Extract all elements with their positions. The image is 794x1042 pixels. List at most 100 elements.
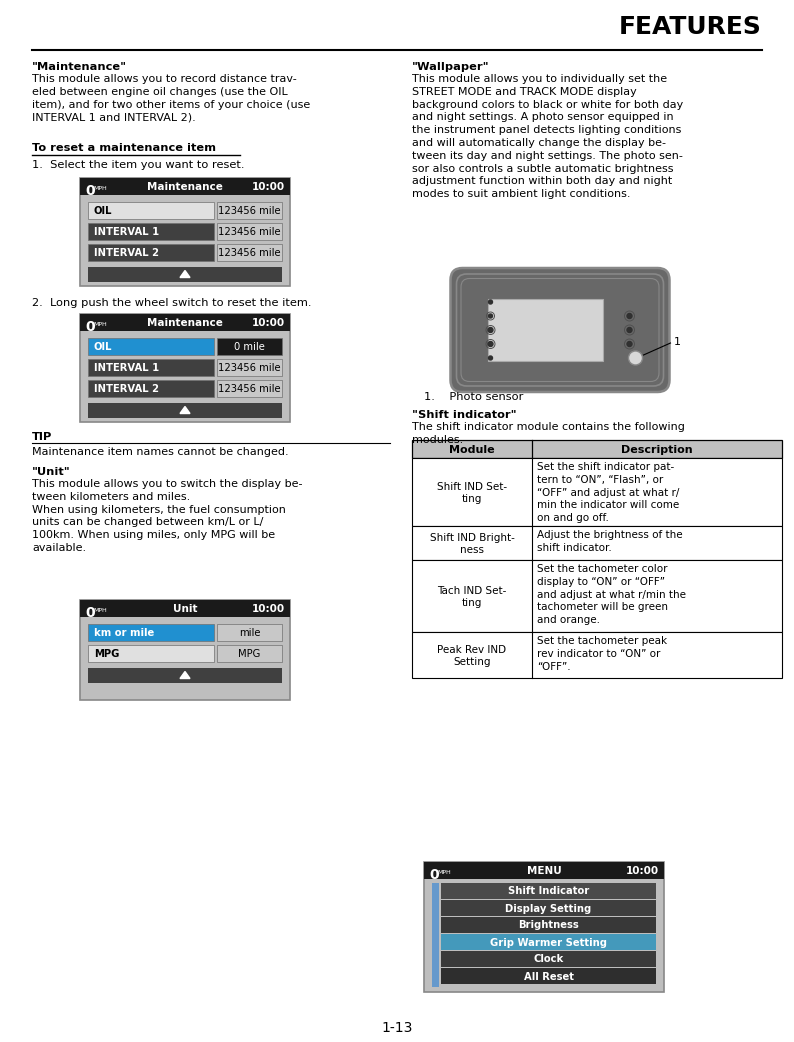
Text: FEATURES: FEATURES — [619, 15, 762, 39]
Text: MPH: MPH — [93, 185, 106, 191]
Bar — [80, 314, 290, 422]
Circle shape — [627, 342, 632, 347]
Bar — [88, 380, 214, 397]
Text: OIL: OIL — [94, 206, 113, 216]
Text: All Reset: All Reset — [523, 971, 573, 982]
Text: INTERVAL 2: INTERVAL 2 — [94, 384, 159, 394]
Text: Brightness: Brightness — [518, 920, 579, 931]
Polygon shape — [180, 671, 190, 678]
Text: Display Setting: Display Setting — [505, 903, 592, 914]
Text: km or mile: km or mile — [94, 628, 154, 638]
Bar — [88, 668, 282, 683]
Text: "Shift indicator": "Shift indicator" — [412, 410, 517, 420]
Text: TIP: TIP — [32, 432, 52, 442]
Text: 123456 mile: 123456 mile — [218, 363, 281, 373]
Text: mile: mile — [239, 628, 260, 638]
Circle shape — [488, 327, 493, 332]
Text: "Maintenance": "Maintenance" — [32, 63, 127, 72]
Text: 10:00: 10:00 — [252, 318, 285, 327]
Bar — [217, 624, 282, 641]
Polygon shape — [180, 406, 190, 414]
Bar — [80, 600, 290, 700]
Text: This module allows you to individually set the
STREET MODE and TRACK MODE displa: This module allows you to individually s… — [412, 74, 684, 199]
Text: Tach IND Set-
ting: Tach IND Set- ting — [437, 586, 507, 609]
Text: Shift IND Set-
ting: Shift IND Set- ting — [437, 481, 507, 504]
Bar — [217, 338, 282, 355]
Text: 1.    Photo sensor: 1. Photo sensor — [424, 392, 523, 402]
Text: 1-13: 1-13 — [381, 1021, 413, 1035]
Text: Adjust the brightness of the
shift indicator.: Adjust the brightness of the shift indic… — [537, 530, 683, 553]
Text: INTERVAL 1: INTERVAL 1 — [94, 227, 160, 237]
Circle shape — [627, 314, 632, 319]
Bar — [441, 917, 656, 933]
Bar — [88, 244, 214, 260]
Text: Set the shift indicator pat-
tern to “ON”, “Flash”, or
“OFF” and adjust at what : Set the shift indicator pat- tern to “ON… — [537, 462, 680, 523]
Circle shape — [627, 327, 632, 332]
Bar — [412, 458, 782, 526]
Text: 10:00: 10:00 — [252, 181, 285, 192]
Text: 2.  Long push the wheel switch to reset the item.: 2. Long push the wheel switch to reset t… — [32, 298, 311, 308]
Text: MPH: MPH — [437, 869, 451, 874]
Bar — [412, 560, 782, 632]
Text: Maintenance: Maintenance — [147, 181, 223, 192]
Circle shape — [488, 314, 492, 318]
Circle shape — [488, 300, 492, 304]
Text: "Unit": "Unit" — [32, 467, 71, 477]
Text: Grip Warmer Setting: Grip Warmer Setting — [490, 938, 607, 947]
Text: This module allows you to record distance trav-
eled between engine oil changes : This module allows you to record distanc… — [32, 74, 310, 122]
Text: 1: 1 — [673, 337, 680, 347]
Text: Unit: Unit — [173, 603, 197, 614]
Bar — [412, 526, 782, 560]
Bar — [88, 624, 214, 641]
Bar — [441, 968, 656, 984]
Text: Set the tachometer color
display to “ON” or “OFF”
and adjust at what r/min the
t: Set the tachometer color display to “ON”… — [537, 564, 686, 625]
Text: OIL: OIL — [94, 342, 113, 352]
Text: 0: 0 — [85, 606, 94, 620]
Text: Clock: Clock — [534, 954, 564, 965]
Bar — [217, 223, 282, 240]
Text: Maintenance item names cannot be changed.: Maintenance item names cannot be changed… — [32, 447, 289, 457]
Text: INTERVAL 2: INTERVAL 2 — [94, 248, 159, 258]
Bar — [88, 202, 214, 219]
Bar — [217, 244, 282, 260]
Circle shape — [488, 356, 492, 359]
Text: The shift indicator module contains the following
modules.: The shift indicator module contains the … — [412, 422, 685, 445]
Bar — [80, 178, 290, 286]
Text: 1.  Select the item you want to reset.: 1. Select the item you want to reset. — [32, 160, 245, 170]
Bar — [88, 267, 282, 282]
Bar — [88, 403, 282, 418]
Text: 10:00: 10:00 — [626, 866, 659, 875]
Text: 123456 mile: 123456 mile — [218, 227, 281, 237]
Text: MPG: MPG — [94, 649, 119, 659]
Text: INTERVAL 1: INTERVAL 1 — [94, 363, 160, 373]
Bar — [424, 862, 664, 879]
Text: 123456 mile: 123456 mile — [218, 206, 281, 216]
Bar — [412, 632, 782, 678]
Bar — [217, 645, 282, 662]
Text: Set the tachometer peak
rev indicator to “ON” or
“OFF”.: Set the tachometer peak rev indicator to… — [537, 636, 667, 672]
Text: "Wallpaper": "Wallpaper" — [412, 63, 490, 72]
Bar — [80, 600, 290, 617]
Text: Module: Module — [449, 445, 495, 455]
Bar — [441, 934, 656, 950]
FancyBboxPatch shape — [450, 268, 669, 392]
Bar — [88, 338, 214, 355]
Bar — [88, 645, 214, 662]
Circle shape — [488, 342, 493, 347]
Text: 123456 mile: 123456 mile — [218, 248, 281, 258]
Bar — [441, 951, 656, 967]
Circle shape — [629, 351, 642, 365]
Text: 10:00: 10:00 — [252, 603, 285, 614]
Bar — [80, 178, 290, 195]
Bar — [432, 883, 439, 987]
Text: Description: Description — [621, 445, 693, 455]
Bar — [217, 202, 282, 219]
Bar — [488, 299, 603, 361]
Text: 0 mile: 0 mile — [234, 342, 265, 352]
Text: Shift IND Bright-
ness: Shift IND Bright- ness — [430, 532, 515, 555]
Bar — [217, 380, 282, 397]
Bar — [424, 862, 664, 992]
Bar — [441, 900, 656, 916]
Bar — [217, 359, 282, 376]
Text: 0: 0 — [85, 320, 94, 334]
